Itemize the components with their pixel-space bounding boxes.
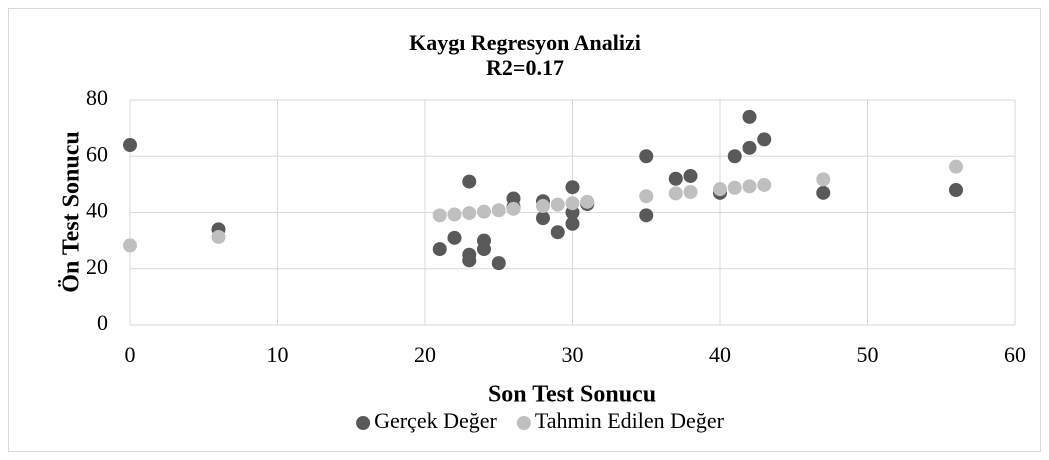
point	[742, 179, 757, 194]
point	[536, 199, 550, 214]
point	[447, 230, 462, 245]
point	[550, 225, 565, 240]
legend-label: Gerçek Değer	[374, 408, 497, 433]
point	[757, 177, 772, 192]
point	[683, 184, 698, 199]
point	[683, 168, 698, 183]
point	[477, 242, 491, 257]
point	[742, 140, 757, 155]
point	[211, 229, 226, 244]
chart-subtitle: R2=0.17	[486, 55, 564, 80]
point	[639, 208, 654, 223]
point	[668, 171, 683, 186]
point	[757, 132, 772, 147]
point	[639, 149, 654, 164]
point	[491, 256, 506, 271]
x-axis-title: Son Test Sonucu	[488, 382, 656, 408]
point	[949, 183, 963, 197]
x-tick-label: 60	[1004, 342, 1026, 367]
x-tick-label: 10	[267, 342, 289, 367]
point	[462, 253, 477, 268]
point	[432, 208, 447, 223]
point	[491, 203, 506, 218]
point	[727, 149, 742, 164]
legend-marker	[516, 416, 531, 430]
point	[668, 186, 683, 201]
point	[123, 238, 137, 253]
y-tick-label: 20	[86, 254, 108, 279]
point	[742, 109, 757, 124]
point	[949, 159, 963, 174]
x-tick-label: 20	[414, 342, 436, 367]
chart-title: Kaygı Regresyon Analizi	[409, 30, 641, 55]
x-tick-label: 50	[857, 342, 879, 367]
chart-border	[8, 8, 1041, 452]
x-tick-label: 30	[562, 342, 584, 367]
point	[639, 189, 654, 204]
point	[550, 197, 565, 212]
point	[565, 196, 580, 211]
point	[462, 174, 477, 189]
point	[713, 182, 727, 197]
point	[123, 138, 137, 152]
point	[565, 180, 580, 195]
legend-marker	[356, 416, 371, 430]
point	[477, 204, 491, 219]
point	[727, 180, 742, 195]
y-tick-label: 80	[86, 85, 108, 110]
point	[536, 211, 550, 226]
point	[580, 194, 595, 209]
point	[816, 172, 831, 187]
y-tick-label: 40	[86, 198, 108, 223]
point	[432, 242, 447, 257]
point	[462, 206, 477, 221]
legend-label: Tahmin Edilen Değer	[535, 408, 725, 433]
x-tick-label: 40	[709, 342, 731, 367]
point	[447, 207, 462, 222]
y-tick-label: 0	[97, 310, 108, 335]
x-tick-label: 0	[125, 342, 136, 367]
point	[506, 201, 521, 216]
point	[816, 185, 831, 200]
y-axis-title: Ön Test Sonucu	[59, 131, 85, 292]
y-tick-label: 60	[86, 141, 108, 166]
point	[565, 216, 580, 231]
